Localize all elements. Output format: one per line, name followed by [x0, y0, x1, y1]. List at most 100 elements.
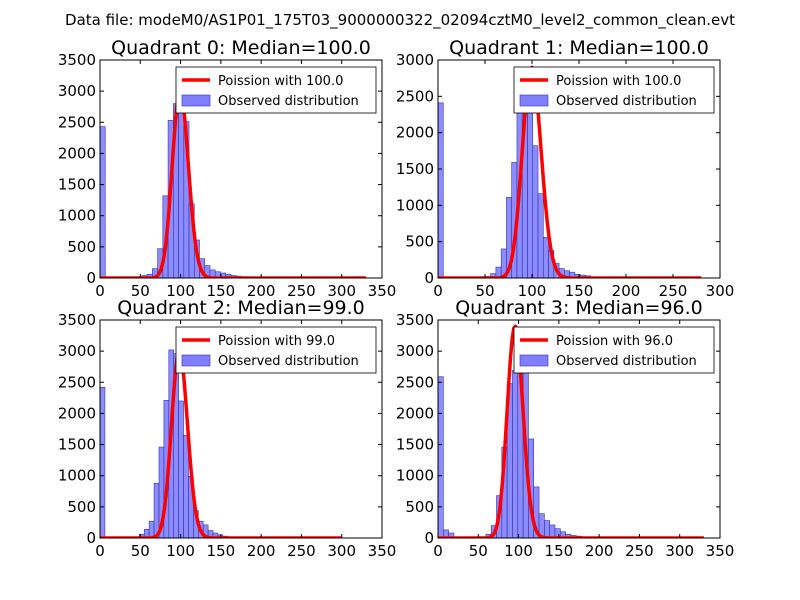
y-tick-label: 2500 [396, 87, 434, 105]
x-tick-label: 150 [545, 542, 574, 560]
figure-suptitle: Data file: modeM0/AS1P01_175T03_90000003… [65, 11, 735, 30]
hist-bar [549, 524, 556, 538]
poisson-curve [100, 89, 367, 278]
x-tick-label: 250 [287, 282, 316, 300]
y-tick-label: 3000 [396, 51, 434, 69]
y-tick-label: 3000 [396, 342, 434, 360]
hist-bar [527, 109, 534, 278]
x-tick-label: 250 [287, 542, 316, 560]
x-tick-label: 200 [247, 542, 276, 560]
legend: Poission with 100.0 Observed distribution [513, 66, 715, 114]
plot-area [100, 349, 342, 538]
y-tick-label: 1500 [396, 436, 434, 454]
hist-bar [542, 237, 549, 278]
y-tick-label: 1500 [396, 160, 434, 178]
x-tick-label: 250 [625, 542, 654, 560]
subplot-title: Quadrant 0: Median=100.0 [111, 37, 371, 59]
x-tick-label: 200 [247, 282, 276, 300]
x-tick-label: 350 [706, 542, 735, 560]
hist-bar [178, 93, 185, 278]
y-tick-label: 500 [405, 233, 434, 251]
hist-bar [537, 193, 544, 278]
axes-frame [437, 319, 721, 539]
subplot-title: Quadrant 3: Median=96.0 [455, 297, 703, 319]
y-tick-label: 1500 [58, 176, 96, 194]
legend: Poission with 99.0 Observed distribution [175, 326, 377, 374]
y-tick-label: 0 [86, 529, 96, 547]
y-tick-label: 2000 [396, 124, 434, 142]
x-tick-label: 100 [166, 282, 195, 300]
hist-bar [153, 482, 160, 538]
x-tick-label: 0 [433, 542, 443, 560]
x-tick-label: 200 [612, 282, 641, 300]
legend-bar-swatch [181, 94, 211, 107]
hist-bar [100, 386, 106, 538]
x-tick-label: 300 [665, 542, 694, 560]
y-tick-label: 3000 [58, 82, 96, 100]
y-tick-label: 3500 [58, 51, 96, 69]
legend: Poission with 96.0 Observed distribution [513, 326, 715, 374]
y-tick-label: 2500 [58, 113, 96, 131]
legend: Poission with 100.0 Observed distribution [175, 66, 377, 114]
legend-entry-observed: Observed distribution [218, 94, 359, 109]
hist-bar [512, 370, 519, 538]
y-tick-label: 2500 [396, 373, 434, 391]
y-tick-label: 0 [424, 269, 434, 287]
x-tick-label: 100 [166, 542, 195, 560]
axes-frame [99, 319, 383, 539]
x-tick-label: 250 [659, 282, 688, 300]
y-tick-label: 3500 [58, 311, 96, 329]
x-tick-label: 50 [131, 542, 150, 560]
legend-entry-poisson: Poission with 100.0 [218, 74, 343, 89]
y-tick-label: 1000 [396, 196, 434, 214]
y-tick-label: 1000 [396, 467, 434, 485]
subplot-grid: Quadrant 0: Median=100.0 0 50 100 150 200 250 3… [58, 37, 735, 560]
legend-entry-observed: Observed distribution [218, 354, 359, 369]
y-tick-label: 2000 [396, 404, 434, 422]
legend-entry-observed: Observed distribution [556, 94, 697, 109]
x-tick-label: 0 [95, 282, 105, 300]
subplot-quadrant-1: Quadrant 1: Median=100.0 0 50 100 150 200 250 3… [396, 37, 735, 300]
legend-bar-swatch [181, 354, 211, 367]
y-tick-label: 2000 [58, 144, 96, 162]
legend-bar-swatch [519, 94, 549, 107]
y-tick-label: 0 [424, 529, 434, 547]
y-tick-label: 1000 [58, 207, 96, 225]
legend-entry-poisson: Poission with 96.0 [556, 334, 673, 349]
y-tick-label: 3000 [58, 342, 96, 360]
subplot-quadrant-3: Quadrant 3: Median=96.0 0 50 100 150 200 250 30… [396, 297, 735, 560]
x-tick-label: 100 [504, 542, 533, 560]
axes-frame [99, 59, 383, 279]
hist-bar [438, 102, 444, 278]
legend-entry-poisson: Poission with 99.0 [218, 334, 335, 349]
x-tick-label: 50 [469, 542, 488, 560]
hist-bar [544, 520, 550, 538]
y-tick-label: 500 [67, 498, 96, 516]
y-tick-label: 3500 [396, 311, 434, 329]
x-tick-label: 0 [433, 282, 443, 300]
x-tick-label: 300 [706, 282, 735, 300]
hist-bar [148, 520, 155, 538]
x-tick-label: 100 [518, 282, 547, 300]
poisson-curve [100, 349, 342, 538]
subplot-quadrant-0: Quadrant 0: Median=100.0 0 50 100 150 200 250 3… [58, 37, 397, 300]
x-tick-label: 150 [565, 282, 594, 300]
hist-bar [178, 400, 184, 538]
subplot-quadrant-2: Quadrant 2: Median=99.0 0 50 100 150 200 250 30… [58, 297, 397, 560]
x-tick-label: 350 [368, 542, 397, 560]
legend-entry-observed: Observed distribution [556, 354, 697, 369]
y-tick-label: 2000 [58, 404, 96, 422]
x-tick-label: 350 [368, 282, 397, 300]
legend-entry-poisson: Poission with 100.0 [556, 74, 681, 89]
plot-area [100, 89, 367, 278]
y-tick-label: 1000 [58, 467, 96, 485]
x-tick-label: 50 [475, 282, 494, 300]
x-tick-label: 0 [95, 542, 105, 560]
y-tick-label: 500 [67, 238, 96, 256]
x-tick-label: 200 [585, 542, 614, 560]
y-tick-label: 1500 [58, 436, 96, 454]
x-tick-label: 300 [327, 542, 356, 560]
subplot-title: Quadrant 2: Median=99.0 [117, 297, 365, 319]
y-tick-label: 500 [405, 498, 434, 516]
y-tick-label: 2500 [58, 373, 96, 391]
